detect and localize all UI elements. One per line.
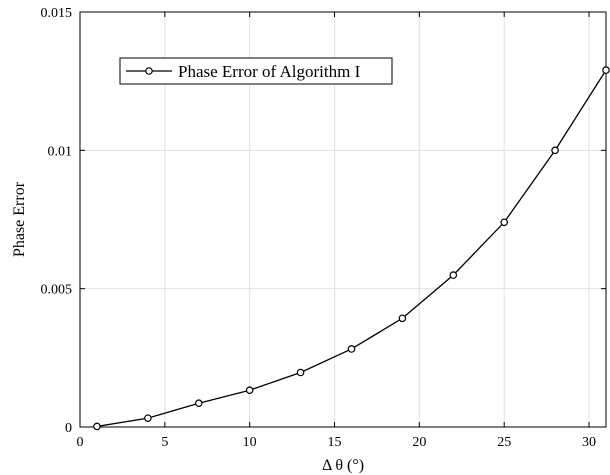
legend: Phase Error of Algorithm I <box>119 57 393 85</box>
data-point <box>144 414 152 422</box>
axis-ticks: 0 5 10 15 20 25 30 0 0.005 0.01 0.015 <box>41 6 606 450</box>
x-tick-label: 15 <box>328 435 342 450</box>
y-tick-label: 0.01 <box>48 144 73 159</box>
x-tick-label: 5 <box>161 435 168 450</box>
data-point <box>93 422 101 431</box>
y-tick-label: 0 <box>65 421 72 436</box>
y-axis-label: Phase Error <box>11 181 28 257</box>
legend-label: Phase Error of Algorithm I <box>178 62 361 81</box>
data-point <box>500 218 508 227</box>
data-point <box>296 368 305 377</box>
data-point <box>602 66 610 74</box>
series-line <box>96 69 607 428</box>
x-tick-label: 30 <box>582 435 596 450</box>
y-tick-label: 0.005 <box>41 283 73 298</box>
y-tick-label: 0.015 <box>41 6 73 21</box>
plot-area-frame <box>79 11 607 428</box>
x-axis-label: Δ θ (°) <box>322 457 364 474</box>
series-layer <box>93 66 610 431</box>
data-point <box>449 271 458 279</box>
data-point <box>245 386 254 395</box>
data-point <box>347 345 356 353</box>
legend-marker <box>145 67 153 75</box>
x-tick-label: 10 <box>243 435 257 450</box>
x-tick-label: 20 <box>412 435 426 450</box>
data-point <box>398 314 407 323</box>
data-point <box>551 146 559 155</box>
x-tick-label: 25 <box>497 435 511 450</box>
data-point <box>194 399 203 408</box>
x-tick-label: 0 <box>77 435 84 450</box>
